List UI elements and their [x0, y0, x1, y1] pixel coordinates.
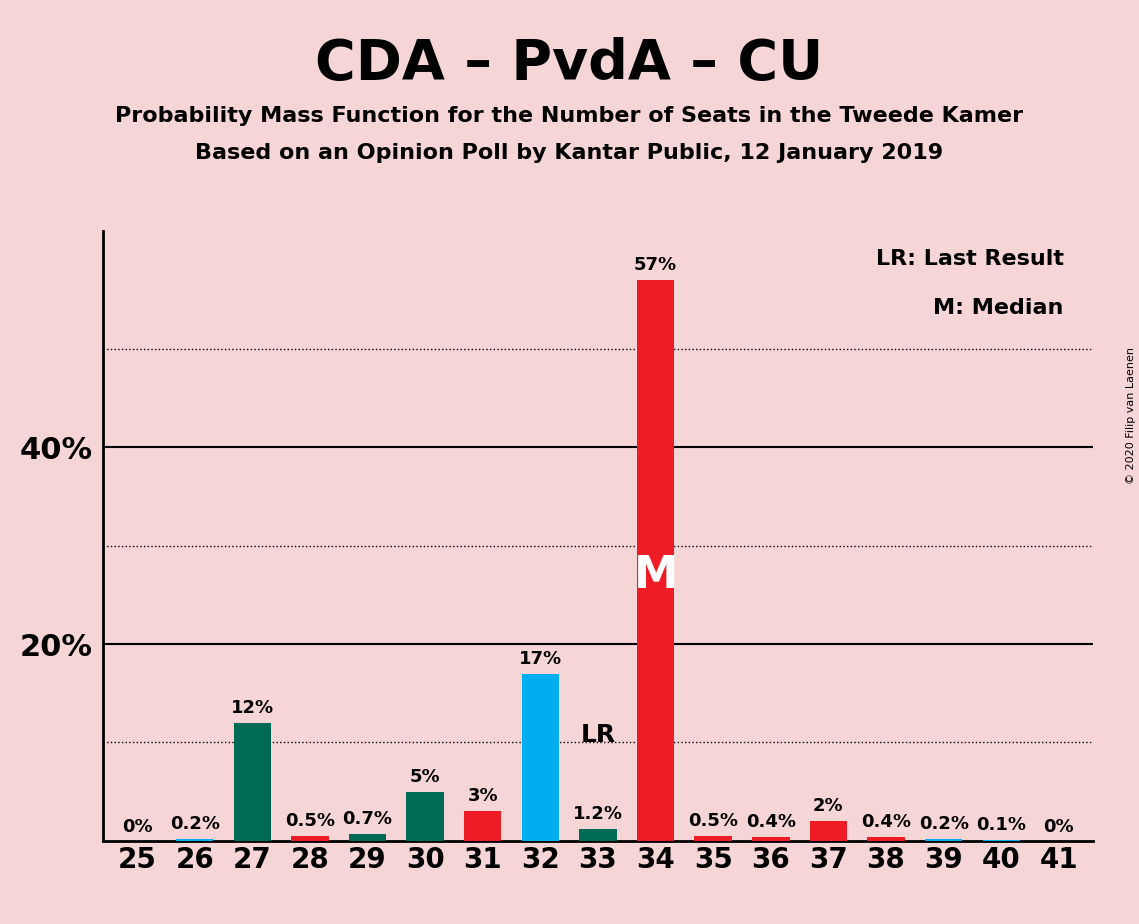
Text: 0.4%: 0.4% [746, 813, 796, 831]
Bar [752, 837, 789, 841]
Bar [580, 829, 616, 841]
Text: 0.4%: 0.4% [861, 813, 911, 831]
Text: LR: LR [581, 723, 615, 748]
Bar [695, 836, 732, 841]
Text: Probability Mass Function for the Number of Seats in the Tweede Kamer: Probability Mass Function for the Number… [115, 106, 1024, 127]
Text: 2%: 2% [813, 797, 844, 815]
Text: 0.5%: 0.5% [285, 812, 335, 830]
Bar [407, 792, 444, 841]
Text: 12%: 12% [231, 699, 273, 717]
Text: 3%: 3% [467, 787, 498, 806]
Text: LR: Last Result: LR: Last Result [876, 249, 1064, 269]
Bar [292, 836, 329, 841]
Text: M: M [633, 553, 678, 597]
Text: 0.2%: 0.2% [919, 815, 968, 833]
Text: CDA – PvdA – CU: CDA – PvdA – CU [316, 37, 823, 91]
Bar [464, 811, 501, 841]
Text: 0%: 0% [1043, 818, 1074, 836]
Text: 0.7%: 0.7% [343, 810, 393, 828]
Text: 0.2%: 0.2% [170, 815, 220, 833]
Bar [810, 821, 847, 841]
Text: © 2020 Filip van Laenen: © 2020 Filip van Laenen [1126, 347, 1136, 484]
Text: 0.1%: 0.1% [976, 816, 1026, 834]
Text: 17%: 17% [518, 650, 562, 668]
Text: M: Median: M: Median [933, 298, 1064, 318]
Text: 0.5%: 0.5% [688, 812, 738, 830]
Bar [522, 674, 559, 841]
Bar [175, 839, 213, 841]
Text: 0%: 0% [122, 818, 153, 836]
Text: 5%: 5% [410, 768, 441, 785]
Bar [233, 723, 271, 841]
Bar [637, 280, 674, 841]
Bar [983, 840, 1021, 841]
Text: Based on an Opinion Poll by Kantar Public, 12 January 2019: Based on an Opinion Poll by Kantar Publi… [196, 143, 943, 164]
Text: 57%: 57% [634, 256, 678, 274]
Bar [925, 839, 962, 841]
Bar [867, 837, 904, 841]
Bar [349, 834, 386, 841]
Text: 1.2%: 1.2% [573, 805, 623, 823]
